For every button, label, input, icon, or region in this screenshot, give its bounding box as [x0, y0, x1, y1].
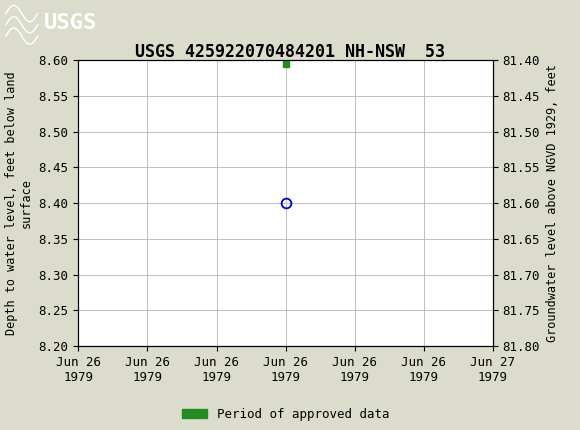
- Legend: Period of approved data: Period of approved data: [177, 402, 394, 426]
- Text: USGS: USGS: [44, 12, 97, 33]
- Y-axis label: Groundwater level above NGVD 1929, feet: Groundwater level above NGVD 1929, feet: [546, 64, 559, 342]
- Y-axis label: Depth to water level, feet below land
surface: Depth to water level, feet below land su…: [5, 71, 33, 335]
- Text: USGS 425922070484201 NH-NSW  53: USGS 425922070484201 NH-NSW 53: [135, 43, 445, 61]
